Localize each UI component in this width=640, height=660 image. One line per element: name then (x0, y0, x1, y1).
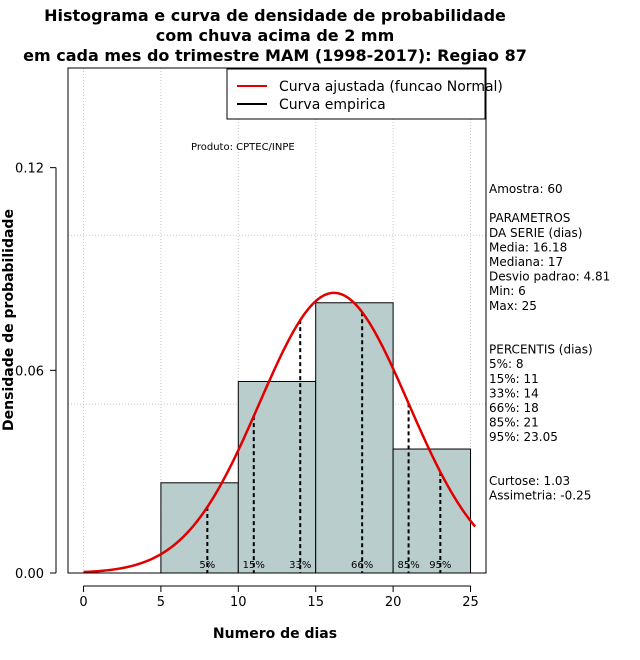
chart-title: Histograma e curva de densidade de proba… (23, 6, 527, 65)
title-line: em cada mes do trimestre MAM (1998-2017)… (23, 46, 527, 65)
product-annotation: Produto: CPTEC/INPE (191, 142, 295, 153)
stats-line: Assimetria: -0.25 (489, 489, 591, 503)
histogram-bar (237, 380, 317, 574)
percentile-label: 5% (199, 560, 215, 571)
percentile-lines: 5% 15% 33% 66% 85% 95% (199, 312, 451, 573)
stats-line: 5%: 8 (489, 357, 524, 371)
plot-frame (67, 67, 487, 574)
x-tick-label: 25 (462, 595, 479, 610)
histogram-bar (315, 302, 394, 574)
title-line: Histograma e curva de densidade de proba… (44, 6, 506, 25)
stats-line: PARAMETROS (489, 211, 570, 225)
normal-curve (83, 291, 477, 574)
stats-line: 95%: 23.05 (489, 430, 558, 444)
x-tick-label: 15 (307, 595, 324, 610)
normal-curve-path (83, 291, 477, 574)
legend-label: Curva ajustada (funcao Normal) (279, 79, 503, 95)
x-tick-label: 20 (385, 595, 402, 610)
stats-line: Mediana: 17 (489, 255, 563, 269)
stats-line: Curtose: 1.03 (489, 474, 570, 488)
axes: 0 5 10 15 20 25 0.00 0.06 0.12 Numero de dias Dens… (1, 67, 487, 642)
stats-line: 66%: 18 (489, 401, 539, 415)
percentile-label: 33% (289, 560, 311, 571)
stats-line: DA SERIE (dias) (489, 226, 582, 240)
histogram-bar (160, 482, 239, 574)
stats-line: 15%: 11 (489, 372, 539, 386)
y-tick-label: 0.00 (15, 567, 44, 582)
stats-line: 33%: 14 (489, 386, 539, 400)
stats-line: Desvio padrao: 4.81 (489, 270, 610, 284)
stats-line: Media: 16.18 (489, 240, 567, 254)
y-tick-label: 0.06 (15, 364, 44, 379)
percentile-label: 95% (429, 560, 451, 571)
percentile-label: 85% (397, 560, 419, 571)
percentile-label: 15% (243, 560, 265, 571)
y-axis-label: Densidade de probabilidade (1, 209, 17, 431)
stats-line: 85%: 21 (489, 416, 539, 430)
histogram-bars (160, 302, 472, 574)
stats-line: PERCENTIS (dias) (489, 343, 593, 357)
legend: Curva ajustada (funcao Normal) Curva empi… (226, 68, 503, 120)
x-tick-label: 5 (157, 595, 165, 610)
legend-label: Curva empirica (279, 97, 386, 113)
x-tick-label: 0 (79, 595, 87, 610)
histogram-bar (392, 448, 472, 574)
percentile-label: 66% (351, 560, 373, 571)
x-tick-label: 10 (230, 595, 247, 610)
legend-box (226, 68, 486, 120)
x-axis-label: Numero de dias (213, 626, 337, 642)
stats-line: Amostra: 60 (489, 182, 563, 196)
stats-line: Min: 6 (489, 284, 526, 298)
stats-line: Max: 25 (489, 299, 537, 313)
annotations: Produto: CPTEC/INPE (191, 142, 295, 153)
title-line: com chuva acima de 2 mm (156, 26, 395, 45)
y-tick-label: 0.12 (15, 162, 44, 177)
